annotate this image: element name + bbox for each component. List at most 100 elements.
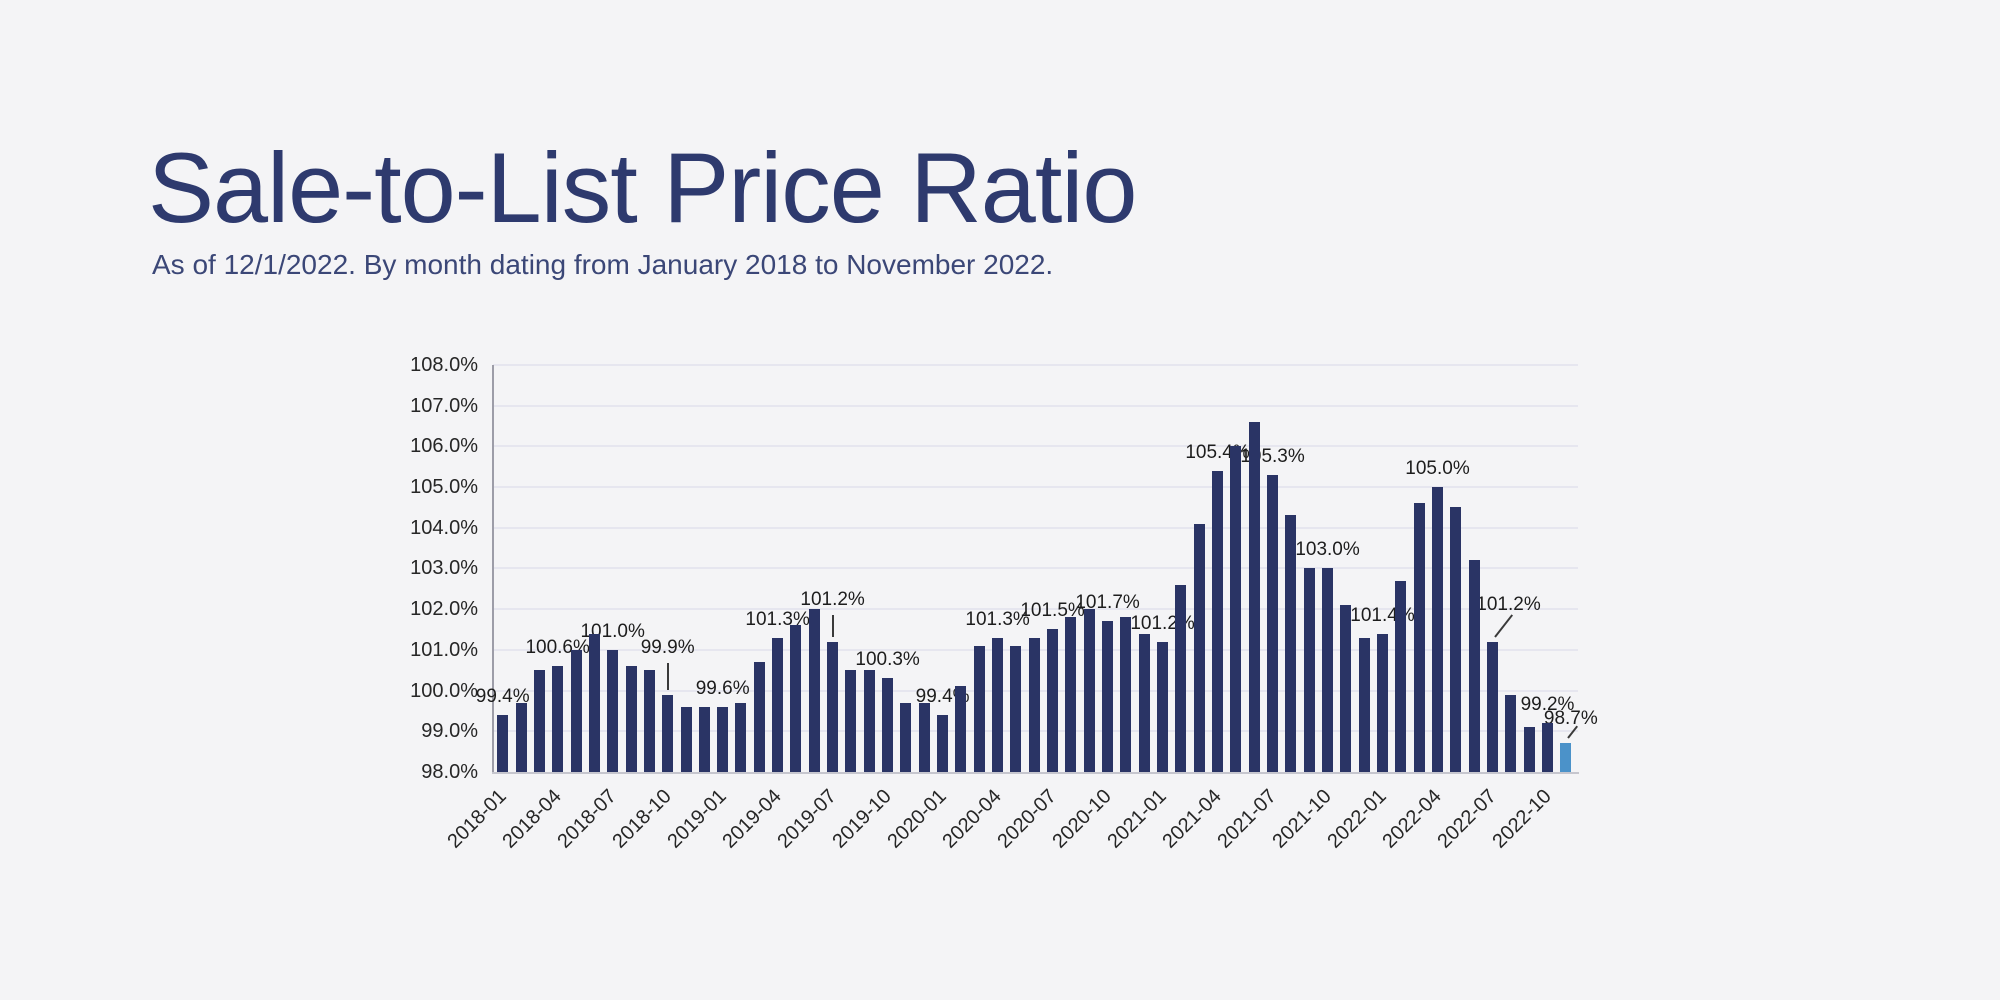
y-axis-label: 101.0% — [410, 638, 478, 661]
gridline — [493, 567, 1578, 570]
y-axis-label: 105.0% — [410, 475, 478, 498]
y-axis-label: 99.0% — [421, 720, 478, 743]
y-axis-line — [492, 364, 494, 772]
bar — [735, 702, 747, 772]
bar — [882, 678, 894, 772]
y-axis-label: 98.0% — [421, 761, 478, 783]
y-axis-label: 106.0% — [410, 435, 478, 458]
bar — [1450, 507, 1462, 772]
bar — [772, 637, 784, 772]
chart-subtitle: As of 12/1/2022. By month dating from Ja… — [152, 249, 1054, 280]
bar — [1047, 629, 1059, 772]
bar — [918, 702, 930, 772]
bar — [533, 670, 545, 772]
bar — [1395, 580, 1407, 772]
bar — [1138, 633, 1150, 772]
data-label: 99.2% — [1520, 694, 1575, 716]
bar — [1230, 446, 1242, 772]
bar — [1322, 568, 1334, 772]
bar — [1340, 605, 1352, 772]
gridline — [493, 445, 1578, 448]
data-label: 105.0% — [1405, 457, 1470, 479]
bar — [845, 670, 857, 772]
gridline — [493, 608, 1578, 611]
data-label: 103.0% — [1295, 539, 1360, 561]
data-label: 101.5% — [1020, 600, 1085, 622]
bar — [1468, 560, 1480, 772]
bar — [808, 609, 820, 772]
gridline — [493, 485, 1578, 488]
bar — [937, 714, 949, 772]
y-axis-label: 108.0% — [410, 353, 478, 376]
data-label: 100.3% — [855, 649, 920, 671]
bar — [717, 706, 729, 772]
bar — [1248, 421, 1260, 772]
y-axis-label: 107.0% — [410, 394, 478, 417]
bar — [1010, 645, 1022, 772]
bar — [900, 702, 912, 772]
data-label: 101.3% — [965, 608, 1030, 630]
bar — [643, 670, 655, 772]
bar — [497, 714, 509, 772]
bar — [1303, 568, 1315, 772]
bar — [1157, 641, 1169, 772]
bar — [607, 649, 619, 772]
y-axis-label: 104.0% — [410, 516, 478, 539]
y-axis-label: 100.0% — [410, 679, 478, 702]
data-label: 101.3% — [745, 608, 810, 630]
data-label: 101.7% — [1075, 592, 1140, 614]
bar — [863, 670, 875, 772]
data-label: 99.9% — [640, 636, 695, 658]
bar — [973, 645, 985, 772]
bar — [827, 641, 839, 772]
bar — [588, 633, 600, 772]
leader-line — [831, 614, 834, 637]
leader-line — [1493, 614, 1513, 638]
bar — [625, 666, 637, 772]
y-axis-label: 102.0% — [410, 598, 478, 621]
bar — [753, 662, 765, 772]
bar — [698, 706, 710, 772]
data-label: 99.6% — [695, 677, 750, 699]
chart-title: Sale-to-List Price Ratio — [148, 132, 1137, 243]
bar — [1523, 727, 1535, 772]
bar — [955, 686, 967, 772]
bar — [1083, 609, 1095, 772]
bar — [992, 637, 1004, 772]
bar — [680, 706, 692, 772]
bar — [1542, 723, 1553, 772]
leader-line — [666, 662, 669, 690]
bar — [515, 702, 527, 772]
bar — [1377, 633, 1389, 772]
bar — [1267, 474, 1279, 772]
bar — [1285, 515, 1297, 772]
bar — [1175, 584, 1187, 772]
data-label: 99.4% — [475, 685, 530, 707]
bar — [662, 694, 674, 772]
bar — [1102, 621, 1114, 772]
bar — [1432, 486, 1444, 772]
gridline — [493, 363, 1578, 366]
gridline — [493, 526, 1578, 529]
gridline — [493, 404, 1578, 407]
bar — [1028, 637, 1040, 772]
bar — [1193, 523, 1205, 772]
bar — [1505, 694, 1517, 772]
bar — [570, 649, 582, 772]
bar — [790, 625, 802, 772]
bar — [1120, 617, 1132, 772]
bar — [1487, 641, 1499, 772]
bar — [1065, 617, 1077, 772]
y-axis-label: 103.0% — [410, 557, 478, 580]
bar-highlighted — [1560, 743, 1572, 772]
data-label: 98.7% — [1543, 708, 1598, 730]
data-label: 101.2% — [800, 588, 865, 610]
bar — [1358, 637, 1370, 772]
x-axis-line — [492, 772, 1579, 774]
bar — [552, 666, 564, 772]
bar — [1413, 503, 1425, 772]
data-label: 101.2% — [1476, 593, 1541, 615]
bar — [1212, 470, 1224, 772]
